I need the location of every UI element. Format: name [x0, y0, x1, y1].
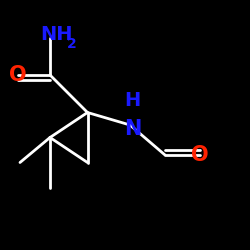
- Text: N: N: [124, 119, 141, 139]
- Text: 2: 2: [67, 37, 76, 51]
- Text: O: O: [191, 145, 209, 165]
- Text: H: H: [124, 90, 140, 110]
- Text: O: O: [9, 65, 26, 85]
- Text: NH: NH: [40, 26, 72, 44]
